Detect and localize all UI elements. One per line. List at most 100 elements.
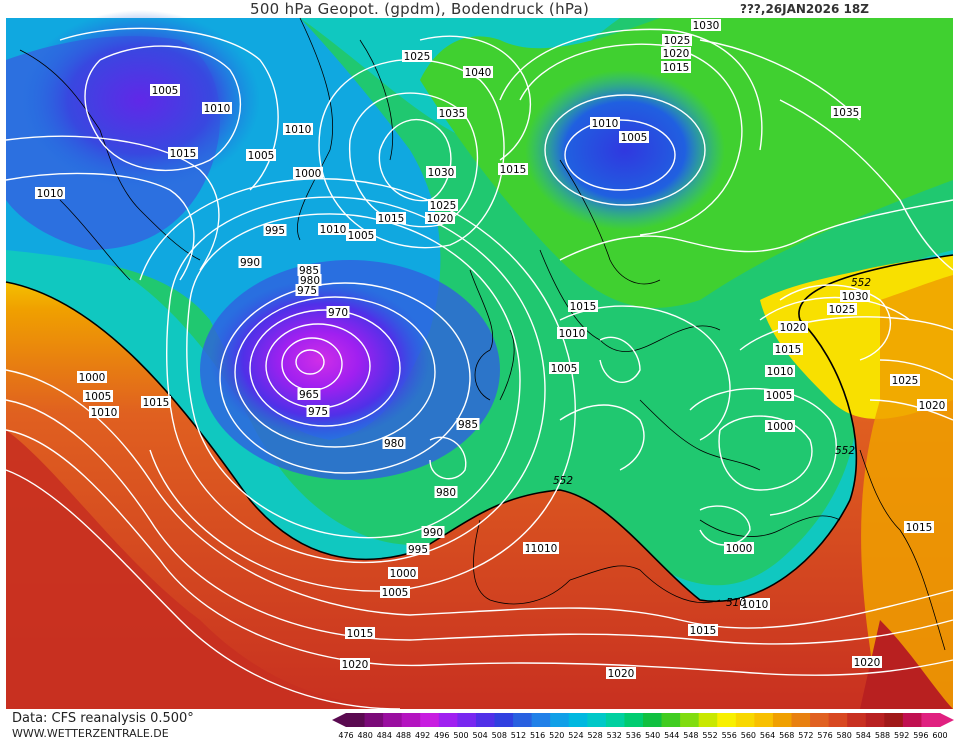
legend-tick: 588 <box>875 731 890 740</box>
legend-swatch <box>828 713 848 727</box>
legend-tick: 532 <box>607 731 622 740</box>
isobar-label: 1015 <box>376 212 406 225</box>
legend-swatch <box>643 713 663 727</box>
contour-labels: 552 552 552 510 <box>553 277 871 609</box>
isobar-label: 1010 <box>89 406 119 419</box>
isobar-label: 1010 <box>318 223 348 236</box>
legend-tick: 580 <box>837 731 852 740</box>
legend-tick: 524 <box>568 731 583 740</box>
legend-tick: 504 <box>472 731 487 740</box>
legend-tick: 552 <box>702 731 717 740</box>
legend-tick: 480 <box>358 731 373 740</box>
isobar-label: 1005 <box>380 586 410 599</box>
isobar-label: 1005 <box>619 131 649 144</box>
svg-text:1010: 1010 <box>559 328 586 340</box>
svg-text:1025: 1025 <box>404 51 431 63</box>
legend-tick: 500 <box>453 731 468 740</box>
svg-text:990: 990 <box>240 257 260 269</box>
legend-tick: 540 <box>645 731 660 740</box>
isobar-lines <box>5 27 954 710</box>
isobar-label: 1010 <box>529 542 559 555</box>
isobar-label: 1025 <box>890 374 920 387</box>
svg-text:1005: 1005 <box>621 132 648 144</box>
svg-text:1010: 1010 <box>767 366 794 378</box>
isobar-label: 1005 <box>246 149 276 162</box>
svg-text:1030: 1030 <box>428 167 455 179</box>
isobar-label: 980 <box>434 486 458 499</box>
isobar-label: 1015 <box>661 61 691 74</box>
legend-swatch <box>921 713 941 727</box>
isobar-label: 990 <box>238 256 262 269</box>
isobar-label: 965 <box>297 388 321 401</box>
legend-tick: 484 <box>377 731 392 740</box>
isobar-label: 1010 <box>202 102 232 115</box>
svg-text:1015: 1015 <box>500 164 527 176</box>
legend-swatch <box>420 713 440 727</box>
isobar-label: 1015 <box>141 396 171 409</box>
legend-swatch <box>902 713 922 727</box>
svg-text:1020: 1020 <box>663 48 690 60</box>
svg-text:1000: 1000 <box>726 543 753 555</box>
legend-colorbar <box>332 713 954 727</box>
legend-swatch <box>587 713 607 727</box>
isobar-label: 1005 <box>549 362 579 375</box>
isobar-label: 1040 <box>463 66 493 79</box>
isobar-label: 1000 <box>293 167 323 180</box>
legend-tick: 556 <box>722 731 737 740</box>
isobar-label: 1015 <box>568 300 598 313</box>
isobar-label: 995 <box>406 543 430 556</box>
isobar-label: 1000 <box>77 371 107 384</box>
isobar-label: 975 <box>295 284 319 297</box>
isobar-label: 1010 <box>740 598 770 611</box>
warm-field <box>6 255 953 709</box>
isobar-label: 1035 <box>437 107 467 120</box>
legend-swatch <box>865 713 885 727</box>
isobar-label: 1010 <box>590 117 620 130</box>
isobar-label: 1020 <box>606 667 636 680</box>
legend-swatch <box>884 713 904 727</box>
svg-text:1015: 1015 <box>347 628 374 640</box>
svg-text:995: 995 <box>265 225 285 237</box>
contour-label: 552 <box>553 475 573 487</box>
isobar-label: 1025 <box>827 303 857 316</box>
legend-arrow-left <box>332 713 346 727</box>
svg-text:985: 985 <box>458 419 478 431</box>
svg-text:970: 970 <box>328 307 348 319</box>
legend-swatch <box>364 713 384 727</box>
svg-text:995: 995 <box>408 544 428 556</box>
svg-text:1000: 1000 <box>79 372 106 384</box>
legend-swatch <box>531 713 551 727</box>
legend-swatch <box>772 713 792 727</box>
map-title: 500 hPa Geopot. (gpdm), Bodendruck (hPa) <box>250 0 590 18</box>
svg-text:1035: 1035 <box>833 107 860 119</box>
svg-text:1005: 1005 <box>348 230 375 242</box>
contour-label: 552 <box>851 277 871 289</box>
southeast-red <box>860 620 953 709</box>
legend-swatch <box>847 713 867 727</box>
legend-tick: 488 <box>396 731 411 740</box>
svg-text:1025: 1025 <box>829 304 856 316</box>
isobar-label: 1005 <box>346 229 376 242</box>
svg-text:1005: 1005 <box>551 363 578 375</box>
legend-tick: 568 <box>779 731 794 740</box>
legend-swatch <box>550 713 570 727</box>
run-time: ???,26JAN2026 18Z <box>740 2 869 16</box>
isobar-label: 1005 <box>150 84 180 97</box>
isobar-labels: 1005101010101015101010051010102510401035… <box>35 19 947 680</box>
legend-swatch <box>568 713 588 727</box>
isobar-label: 1030 <box>840 290 870 303</box>
isobar-label: 980 <box>382 437 406 450</box>
isobar-label: 975 <box>306 405 330 418</box>
contour-label: 552 <box>835 445 855 457</box>
isobar-label: 1015 <box>904 521 934 534</box>
svg-text:1015: 1015 <box>690 625 717 637</box>
isobar-label: 1020 <box>661 47 691 60</box>
legend-tick: 528 <box>587 731 602 740</box>
isobar-label: 1030 <box>691 19 721 32</box>
svg-text:1020: 1020 <box>854 657 881 669</box>
svg-text:1015: 1015 <box>378 213 405 225</box>
svg-text:1030: 1030 <box>693 20 720 32</box>
legend-tick: 576 <box>817 731 832 740</box>
svg-text:1010: 1010 <box>320 224 347 236</box>
